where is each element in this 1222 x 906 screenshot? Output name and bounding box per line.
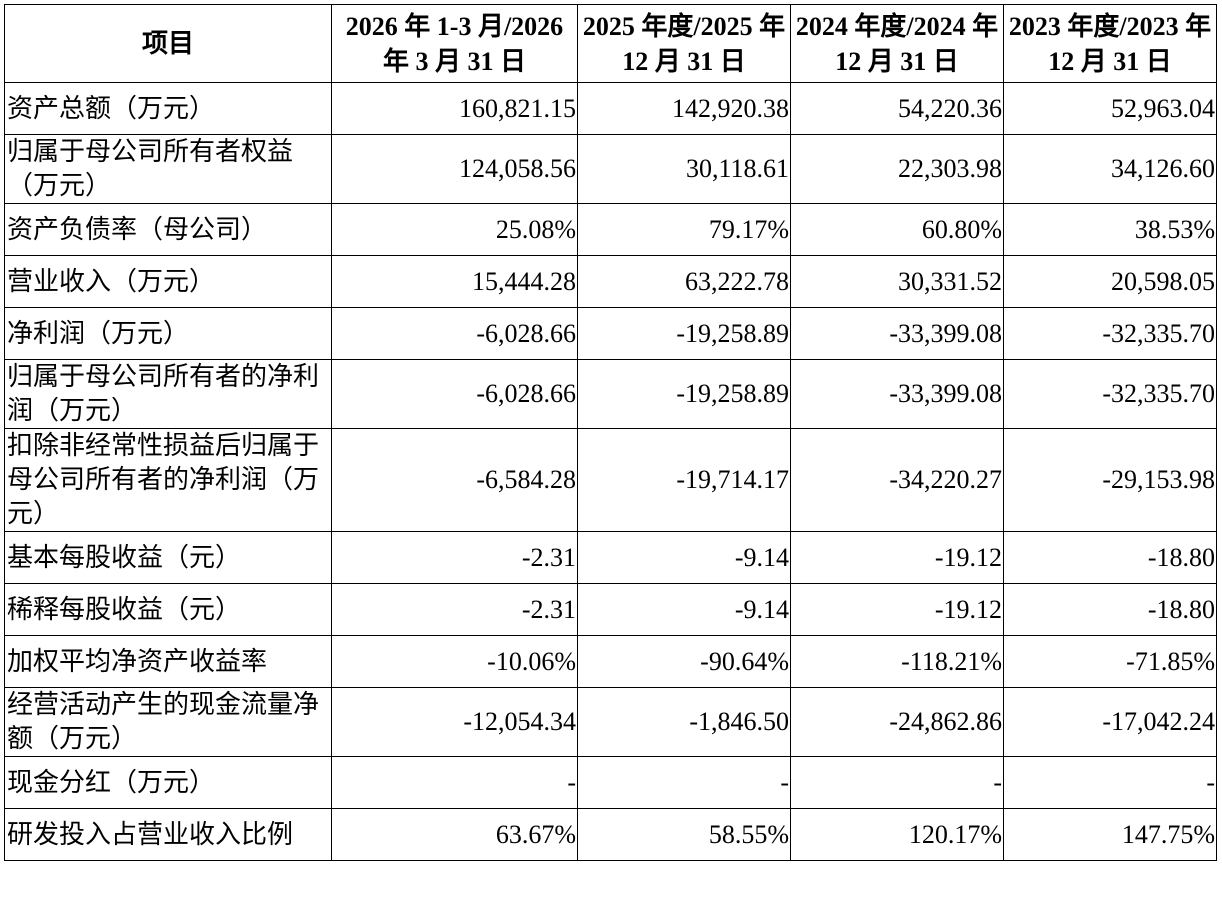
row-label: 经营活动产生的现金流量净额（万元）: [4, 687, 332, 757]
row-value: 58.55%: [577, 808, 791, 861]
row-value: 34,126.60: [1003, 134, 1217, 204]
row-label: 基本每股收益（元）: [4, 531, 332, 584]
table-row: 资产总额（万元） 160,821.15 142,920.38 54,220.36 52,…: [4, 82, 1217, 135]
table-row: 归属于母公司所有者权益（万元） 124,058.56 30,118.61 22,303…: [4, 134, 1217, 204]
row-value: -17,042.24: [1003, 687, 1217, 757]
row-label: 资产负债率（母公司）: [4, 203, 332, 256]
row-value: 124,058.56: [331, 134, 578, 204]
row-value: -12,054.34: [331, 687, 578, 757]
row-value: -: [1003, 756, 1217, 809]
row-value: 63.67%: [331, 808, 578, 861]
header-2025: 2025 年度/2025 年 12 月 31 日: [577, 4, 791, 83]
row-value: -1,846.50: [577, 687, 791, 757]
row-value: 79.17%: [577, 203, 791, 256]
row-value: -10.06%: [331, 635, 578, 688]
row-value: -6,584.28: [331, 428, 578, 532]
table-row: 经营活动产生的现金流量净额（万元） -12,054.34 -1,846.50 -24,…: [4, 687, 1217, 757]
table-row: 加权平均净资产收益率 -10.06% -90.64% -118.21% -71.85%: [4, 635, 1217, 688]
row-value: -19.12: [790, 583, 1004, 636]
row-label: 资产总额（万元）: [4, 82, 332, 135]
row-value: -71.85%: [1003, 635, 1217, 688]
row-value: -24,862.86: [790, 687, 1004, 757]
table-row: 稀释每股收益（元） -2.31 -9.14 -19.12 -18.80: [4, 583, 1217, 636]
row-label: 现金分红（万元）: [4, 756, 332, 809]
row-value: -34,220.27: [790, 428, 1004, 532]
row-value: 52,963.04: [1003, 82, 1217, 135]
row-value: -9.14: [577, 583, 791, 636]
row-value: 63,222.78: [577, 255, 791, 308]
row-value: 30,118.61: [577, 134, 791, 204]
table-row: 基本每股收益（元） -2.31 -9.14 -19.12 -18.80: [4, 531, 1217, 584]
row-value: 22,303.98: [790, 134, 1004, 204]
row-value: -9.14: [577, 531, 791, 584]
row-label: 研发投入占营业收入比例: [4, 808, 332, 861]
financial-summary-table: 项目 2026 年 1-3 月/2026 年 3 月 31 日 2025 年度/…: [4, 4, 1217, 861]
table-row: 净利润（万元） -6,028.66 -19,258.89 -33,399.08 -32,…: [4, 307, 1217, 360]
row-value: -19,714.17: [577, 428, 791, 532]
row-label: 稀释每股收益（元）: [4, 583, 332, 636]
row-label: 营业收入（万元）: [4, 255, 332, 308]
table-row: 资产负债率（母公司） 25.08% 79.17% 60.80% 38.53%: [4, 203, 1217, 256]
row-value: 142,920.38: [577, 82, 791, 135]
header-2026-q1: 2026 年 1-3 月/2026 年 3 月 31 日: [331, 4, 578, 83]
row-value: -19.12: [790, 531, 1004, 584]
table-row: 营业收入（万元） 15,444.28 63,222.78 30,331.52 20,59…: [4, 255, 1217, 308]
row-value: 38.53%: [1003, 203, 1217, 256]
row-value: 20,598.05: [1003, 255, 1217, 308]
table-row: 归属于母公司所有者的净利润（万元） -6,028.66 -19,258.89 -33,…: [4, 359, 1217, 429]
row-value: -33,399.08: [790, 359, 1004, 429]
row-value: 54,220.36: [790, 82, 1004, 135]
row-label: 净利润（万元）: [4, 307, 332, 360]
row-value: 30,331.52: [790, 255, 1004, 308]
row-value: -6,028.66: [331, 307, 578, 360]
row-value: -19,258.89: [577, 359, 791, 429]
row-label: 加权平均净资产收益率: [4, 635, 332, 688]
row-value: 160,821.15: [331, 82, 578, 135]
row-value: -33,399.08: [790, 307, 1004, 360]
row-value: -6,028.66: [331, 359, 578, 429]
row-value: 60.80%: [790, 203, 1004, 256]
row-value: -: [577, 756, 791, 809]
header-2024: 2024 年度/2024 年 12 月 31 日: [790, 4, 1004, 83]
row-value: -90.64%: [577, 635, 791, 688]
row-value: -19,258.89: [577, 307, 791, 360]
row-value: 147.75%: [1003, 808, 1217, 861]
row-value: -18.80: [1003, 583, 1217, 636]
row-value: 25.08%: [331, 203, 578, 256]
row-value: -2.31: [331, 531, 578, 584]
row-value: -: [790, 756, 1004, 809]
header-item: 项目: [4, 4, 332, 83]
table-row: 现金分红（万元） - - - -: [4, 756, 1217, 809]
row-value: -32,335.70: [1003, 307, 1217, 360]
row-value: -32,335.70: [1003, 359, 1217, 429]
row-value: -: [331, 756, 578, 809]
row-value: -18.80: [1003, 531, 1217, 584]
row-value: -118.21%: [790, 635, 1004, 688]
table-row: 扣除非经常性损益后归属于母公司所有者的净利润（万元） -6,584.28 -19,7…: [4, 428, 1217, 532]
row-value: -2.31: [331, 583, 578, 636]
row-label: 归属于母公司所有者的净利润（万元）: [4, 359, 332, 429]
row-value: 120.17%: [790, 808, 1004, 861]
row-label: 归属于母公司所有者权益（万元）: [4, 134, 332, 204]
table-row: 研发投入占营业收入比例 63.67% 58.55% 120.17% 147.75%: [4, 808, 1217, 861]
header-row: 项目 2026 年 1-3 月/2026 年 3 月 31 日 2025 年度/…: [4, 4, 1217, 83]
row-value: 15,444.28: [331, 255, 578, 308]
row-label: 扣除非经常性损益后归属于母公司所有者的净利润（万元）: [4, 428, 332, 532]
row-value: -29,153.98: [1003, 428, 1217, 532]
header-2023: 2023 年度/2023 年 12 月 31 日: [1003, 4, 1217, 83]
